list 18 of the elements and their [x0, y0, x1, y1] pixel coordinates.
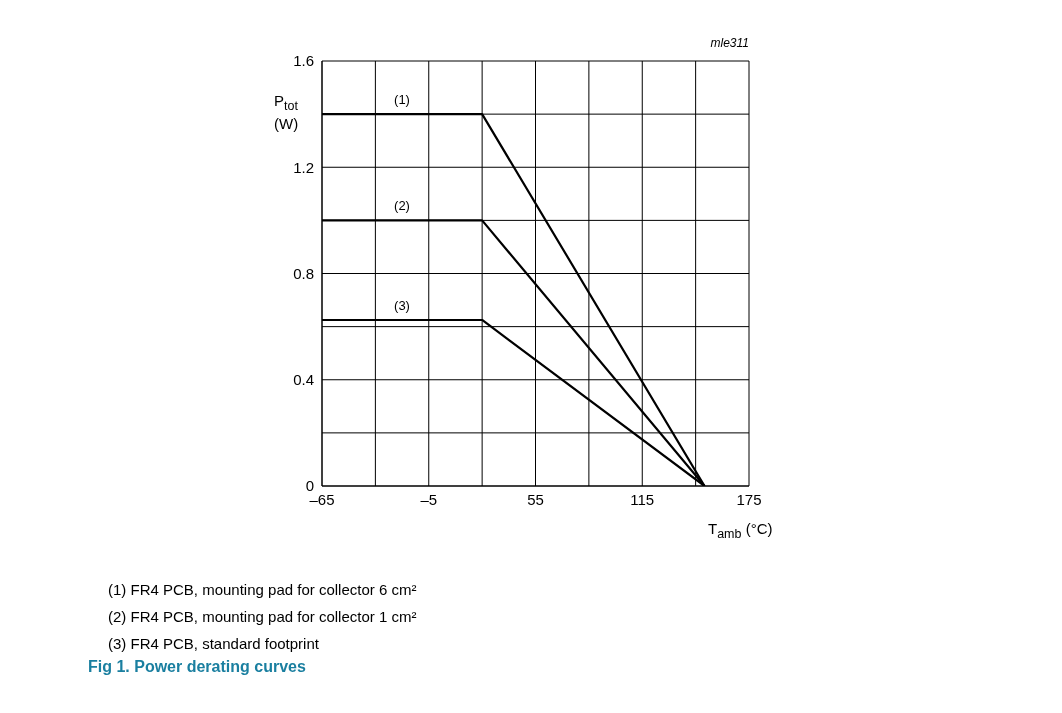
x-tick-label: 175 [736, 490, 762, 508]
y-tick-label: 0.4 [293, 371, 314, 389]
x-tick-label: 55 [527, 490, 544, 508]
y-tick-label: 1.2 [293, 158, 314, 176]
x-axis-title: T$_{amb}$ (°C) [708, 520, 773, 541]
series-label: (3) [394, 297, 410, 313]
text: (3) FR4 PCB, standard footprint [108, 635, 319, 652]
text: mle311 [709, 36, 749, 50]
y-tick-label: 0.8 [293, 264, 314, 282]
text: (2) FR4 PCB, mounting pad for collector 1 cm² [108, 608, 417, 625]
text: (1) FR4 PCB, mounting pad for collector 6 cm² [108, 581, 417, 598]
series-label: (1) [394, 92, 410, 108]
y-axis-title: P$_{tot}$ (W) [274, 92, 300, 132]
x-tick-label: –5 [420, 490, 438, 508]
x-tick-label: 115 [630, 490, 655, 508]
y-tick-label: 1.6 [293, 52, 314, 70]
text: Fig 1. Power derating curves [88, 658, 306, 676]
series-label: (2) [394, 198, 410, 214]
